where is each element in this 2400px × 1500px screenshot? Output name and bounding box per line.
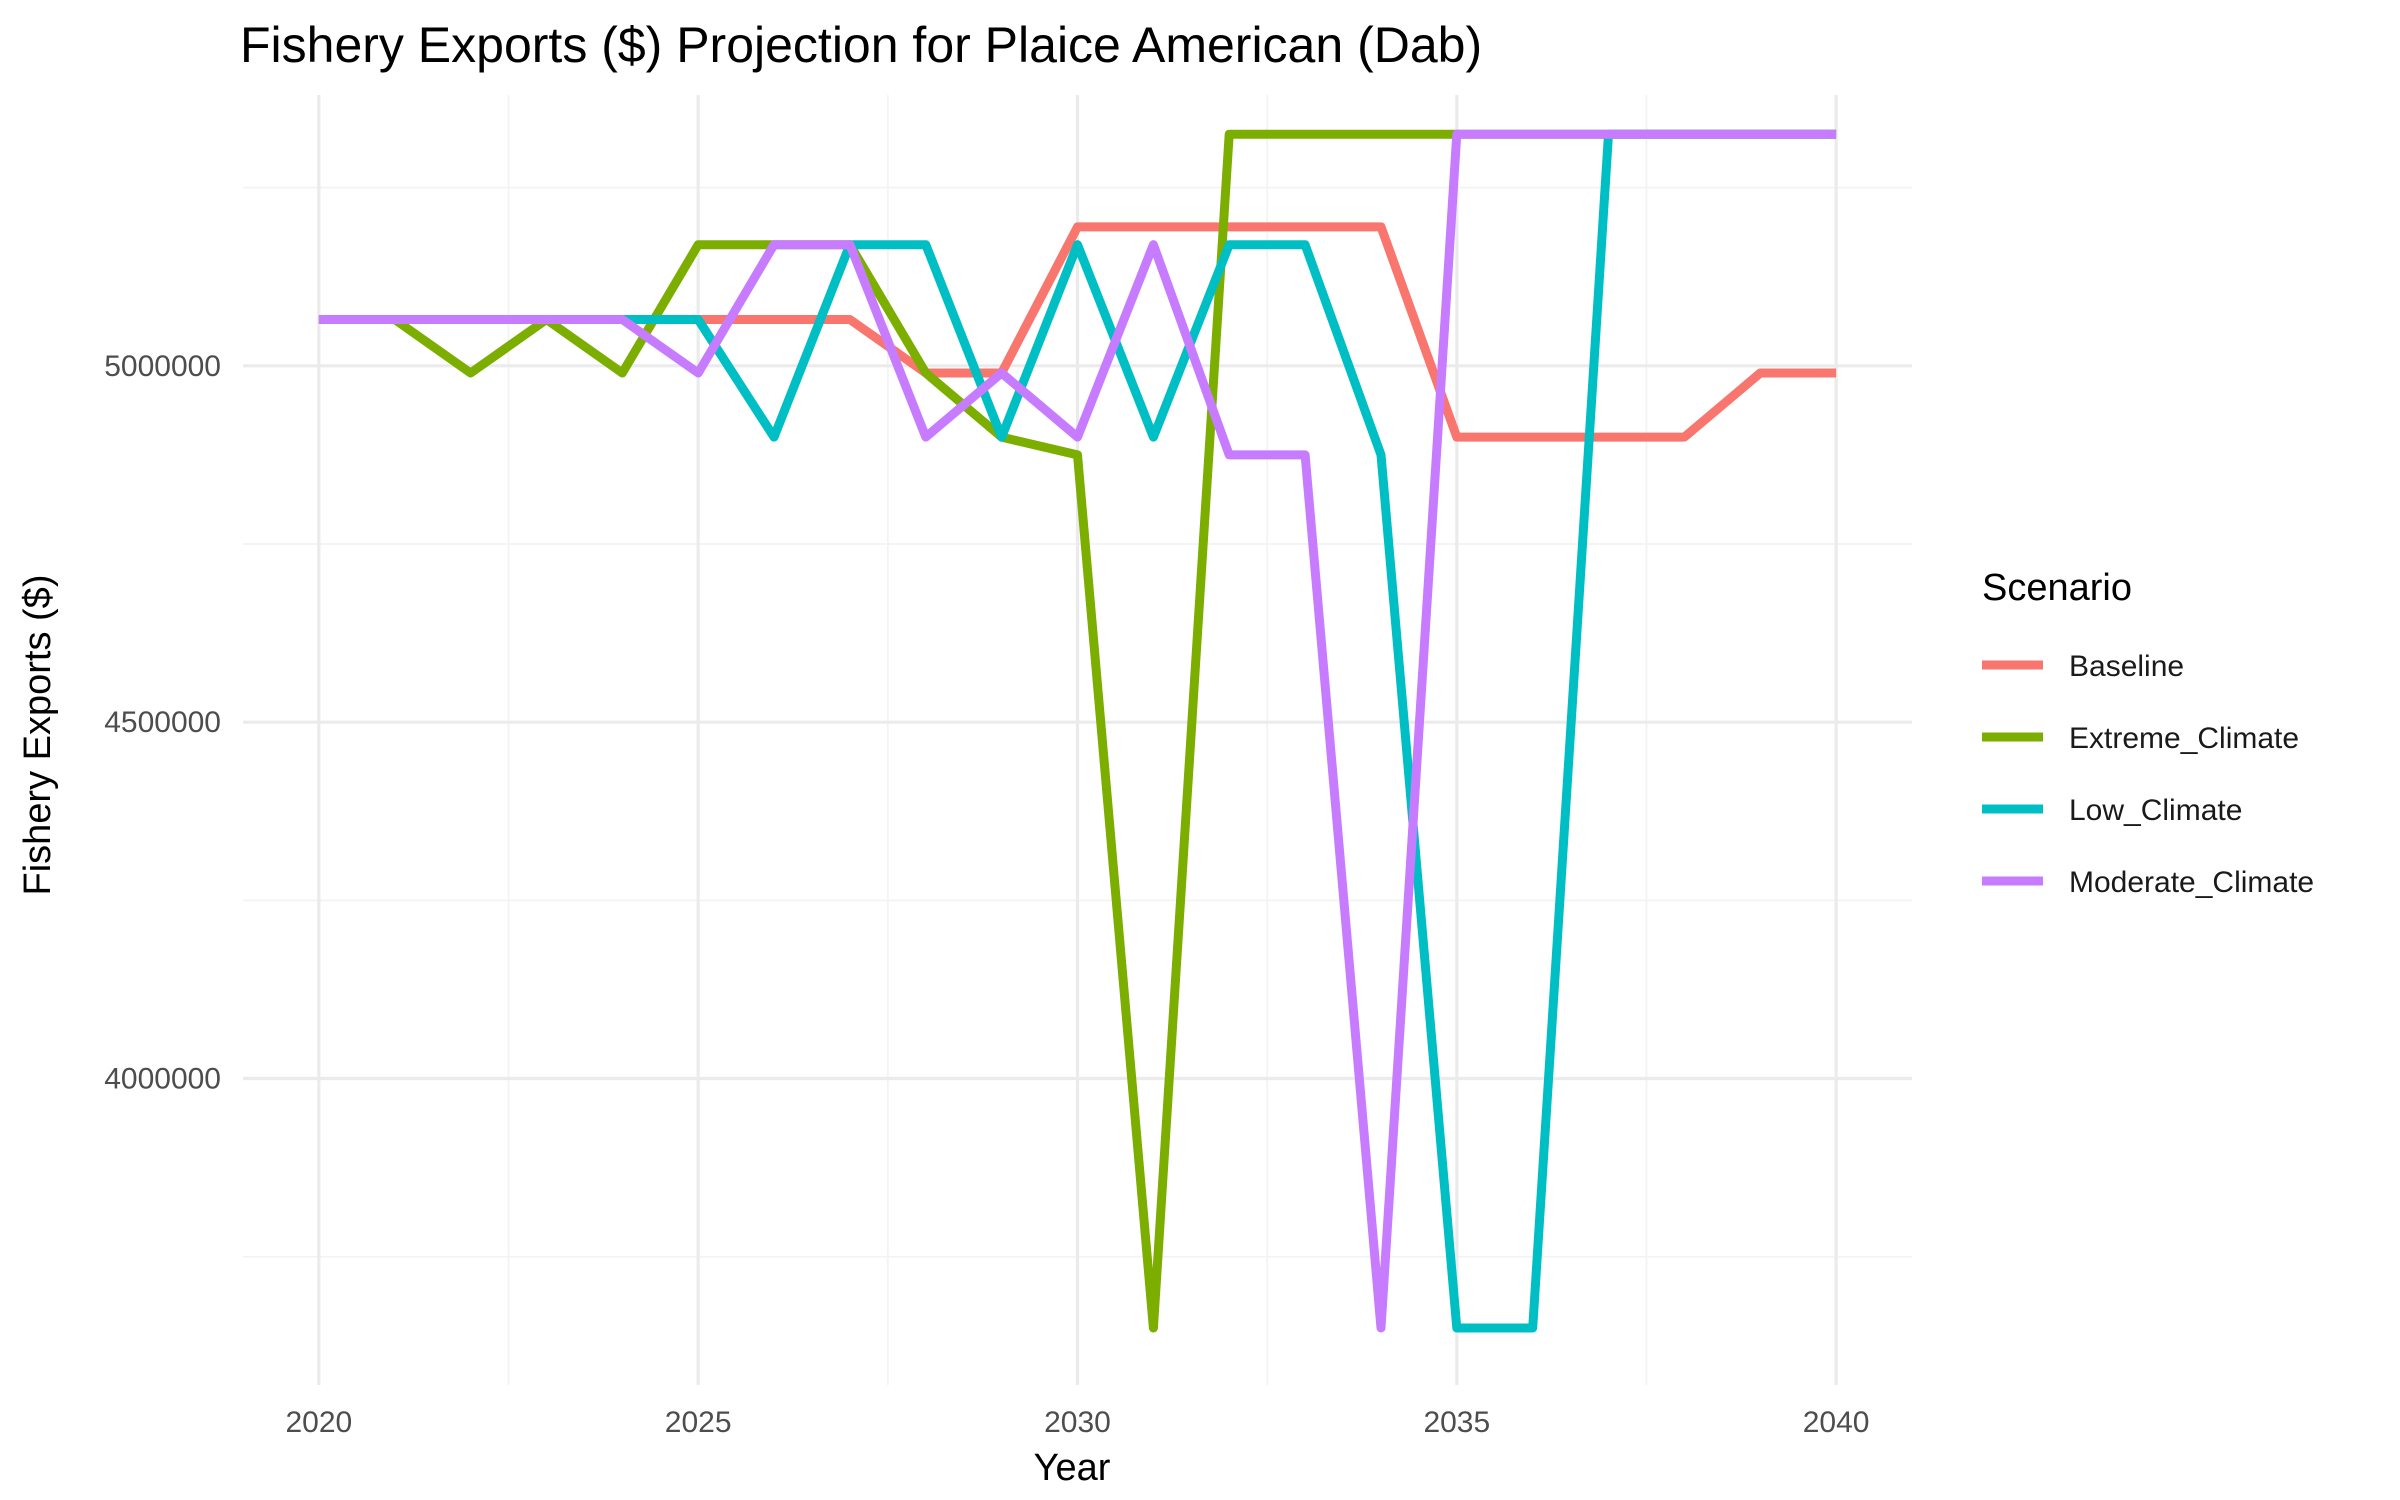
x-axis-ticks: 2020 2025 2030 2035 2040 [285,1406,1869,1439]
legend-title: Scenario [1982,567,2132,609]
legend-label: Baseline [2069,650,2184,683]
chart-title: Fishery Exports ($) Projection for Plaic… [240,17,1482,73]
series-line-moderate-climate [318,129,1837,1333]
y-axis-title: Fishery Exports ($) [17,575,59,896]
y-tick-label: 4500000 [104,706,221,739]
grid [243,95,1912,1385]
y-tick-label: 4000000 [104,1063,221,1096]
x-tick-label: 2040 [1803,1406,1870,1439]
x-tick-label: 2025 [665,1406,732,1439]
y-tick-label: 5000000 [104,350,221,383]
x-axis-title: Year [1034,1447,1111,1489]
legend-label: Extreme_Climate [2069,722,2299,755]
legend-label: Low_Climate [2069,794,2242,827]
x-tick-label: 2035 [1423,1406,1490,1439]
x-tick-label: 2020 [285,1406,352,1439]
legend: Scenario Baseline Extreme_Climate Low_Clim… [1982,567,2314,899]
y-axis-ticks: 4000000 4500000 5000000 [104,350,221,1096]
series-lines [318,129,1837,1333]
legend-label: Moderate_Climate [2069,866,2314,899]
x-tick-label: 2030 [1044,1406,1111,1439]
